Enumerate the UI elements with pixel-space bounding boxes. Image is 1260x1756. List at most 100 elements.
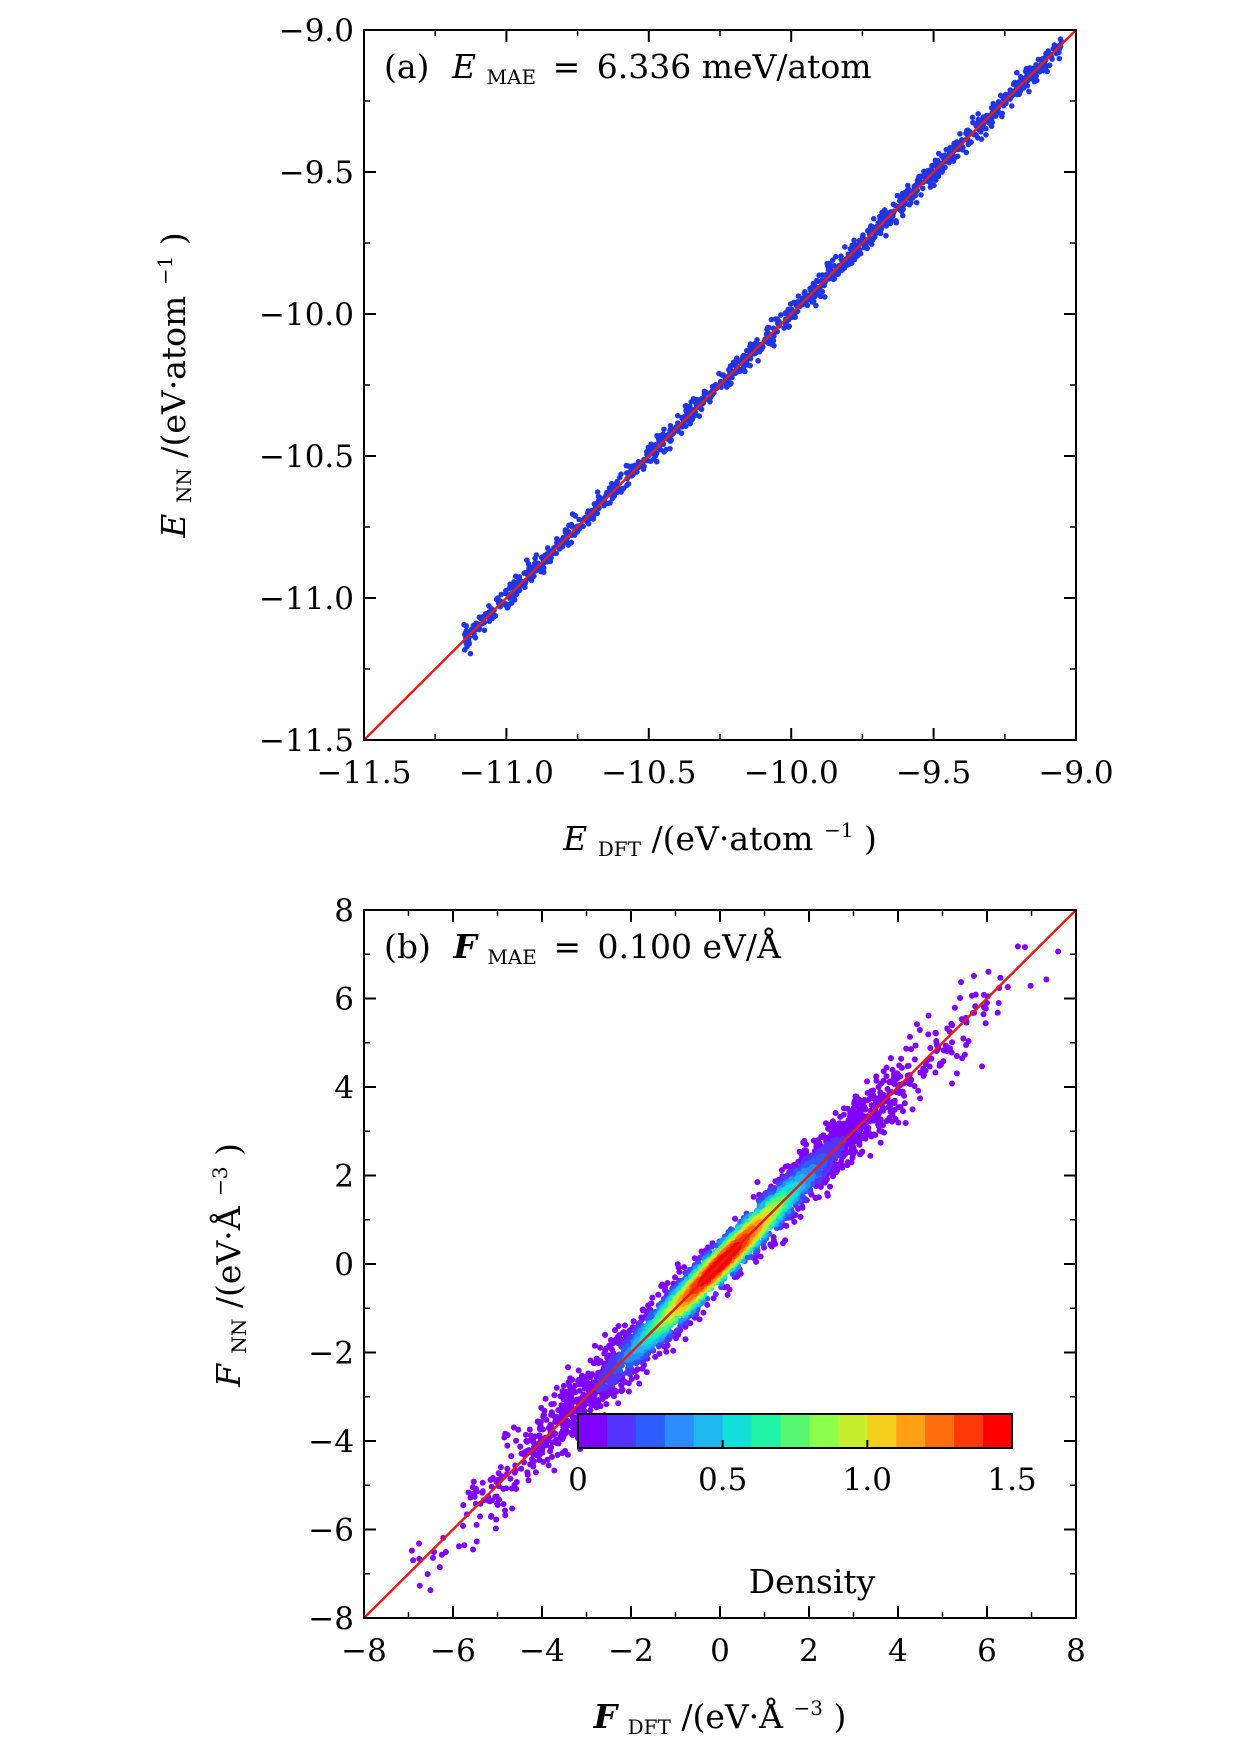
force-point bbox=[542, 1395, 549, 1402]
energy-point bbox=[918, 192, 924, 198]
force-point bbox=[750, 1193, 757, 1200]
energy-point bbox=[954, 153, 961, 160]
force-point bbox=[959, 1055, 966, 1062]
force-point bbox=[906, 1033, 913, 1040]
energy-point bbox=[701, 391, 708, 398]
force-point bbox=[543, 1416, 550, 1423]
force-point bbox=[682, 1336, 689, 1343]
force-point bbox=[545, 1462, 552, 1469]
force-point bbox=[603, 1401, 610, 1408]
force-point bbox=[995, 1000, 1002, 1007]
force-point bbox=[767, 1241, 774, 1248]
force-x-subscript: DFT bbox=[628, 1715, 672, 1739]
energy-y-axis-label: E NN /(eV·atom −1 ) bbox=[141, 232, 199, 538]
energy-point bbox=[825, 267, 832, 273]
energy-point bbox=[755, 358, 761, 364]
energy-point bbox=[854, 253, 861, 259]
energy-point bbox=[947, 144, 953, 151]
energy-point bbox=[516, 587, 523, 594]
energy-point bbox=[667, 422, 674, 429]
energy-point bbox=[683, 403, 690, 409]
energy-point bbox=[569, 511, 576, 517]
force-x-tick-label: 2 bbox=[799, 1633, 819, 1669]
force-point bbox=[1043, 976, 1050, 983]
energy-point bbox=[998, 111, 1004, 117]
energy-y-tick-label: −11.0 bbox=[259, 581, 354, 617]
energy-point bbox=[1026, 88, 1032, 95]
force-point bbox=[877, 1139, 884, 1146]
force-point bbox=[827, 1183, 834, 1190]
energy-point bbox=[995, 99, 1002, 105]
force-point bbox=[674, 1327, 681, 1334]
energy-point bbox=[834, 271, 840, 277]
colorbar-segment bbox=[664, 1414, 695, 1448]
energy-point bbox=[867, 225, 874, 232]
colorbar-segment bbox=[896, 1414, 926, 1448]
energy-point bbox=[923, 169, 930, 176]
force-point bbox=[1027, 982, 1034, 989]
force-point bbox=[864, 1097, 871, 1104]
energy-point bbox=[1057, 36, 1064, 42]
force-point bbox=[770, 1234, 777, 1241]
force-point bbox=[902, 1119, 909, 1126]
force-point bbox=[558, 1402, 565, 1409]
force-y-tick-label: −4 bbox=[308, 1424, 354, 1460]
colorbar-segment bbox=[954, 1414, 984, 1448]
force-point bbox=[408, 1547, 415, 1554]
energy-point bbox=[553, 550, 559, 557]
colorbar-tick-label: 0 bbox=[568, 1462, 588, 1498]
force-point bbox=[524, 1469, 531, 1476]
energy-point bbox=[904, 187, 911, 194]
force-point bbox=[427, 1587, 434, 1594]
force-point bbox=[578, 1374, 585, 1381]
force-point bbox=[548, 1423, 555, 1430]
force-point bbox=[891, 1081, 898, 1088]
energy-point bbox=[869, 236, 876, 243]
force-point bbox=[958, 979, 965, 986]
energy-point bbox=[976, 118, 982, 124]
energy-point bbox=[965, 141, 972, 148]
force-point bbox=[951, 1004, 958, 1011]
energy-x-tick-label: −9.5 bbox=[896, 755, 971, 791]
force-point bbox=[563, 1396, 570, 1403]
force-point bbox=[916, 1026, 923, 1033]
energy-point bbox=[970, 119, 976, 126]
force-mae-symbol: F bbox=[452, 927, 479, 966]
force-y-axis-label: F NN /(eV·Å −3 ) bbox=[196, 1143, 254, 1388]
force-point bbox=[424, 1571, 431, 1578]
force-point bbox=[575, 1367, 582, 1374]
force-point bbox=[655, 1291, 662, 1298]
force-point bbox=[625, 1388, 632, 1395]
force-y-tick-label: 2 bbox=[334, 1159, 354, 1195]
energy-point bbox=[698, 406, 705, 413]
force-point bbox=[915, 1087, 922, 1094]
force-point bbox=[525, 1477, 532, 1484]
colorbar-tick-label: 1.0 bbox=[843, 1462, 892, 1498]
force-point bbox=[551, 1392, 558, 1399]
force-point bbox=[979, 1063, 986, 1070]
force-point bbox=[515, 1426, 522, 1433]
energy-point bbox=[878, 213, 885, 219]
force-point bbox=[803, 1141, 810, 1148]
force-point bbox=[415, 1540, 422, 1547]
force-point bbox=[857, 1151, 864, 1158]
force-point bbox=[885, 1104, 892, 1111]
energy-x-symbol: E bbox=[562, 819, 587, 858]
energy-point bbox=[566, 522, 572, 529]
energy-point bbox=[928, 180, 934, 186]
energy-point bbox=[1056, 55, 1063, 62]
colorbar-segment bbox=[751, 1414, 782, 1448]
energy-mae-subscript: MAE bbox=[487, 65, 537, 89]
force-y-tick-label: −2 bbox=[308, 1336, 354, 1372]
energy-point bbox=[897, 196, 904, 202]
energy-point bbox=[766, 324, 772, 331]
force-point bbox=[548, 1444, 555, 1451]
energy-points bbox=[461, 36, 1065, 657]
force-point bbox=[708, 1243, 715, 1250]
force-point bbox=[636, 1380, 643, 1387]
energy-x-tick-label: −11.0 bbox=[459, 755, 554, 791]
force-point bbox=[887, 1055, 894, 1062]
force-point bbox=[597, 1344, 604, 1351]
force-point bbox=[861, 1106, 868, 1113]
